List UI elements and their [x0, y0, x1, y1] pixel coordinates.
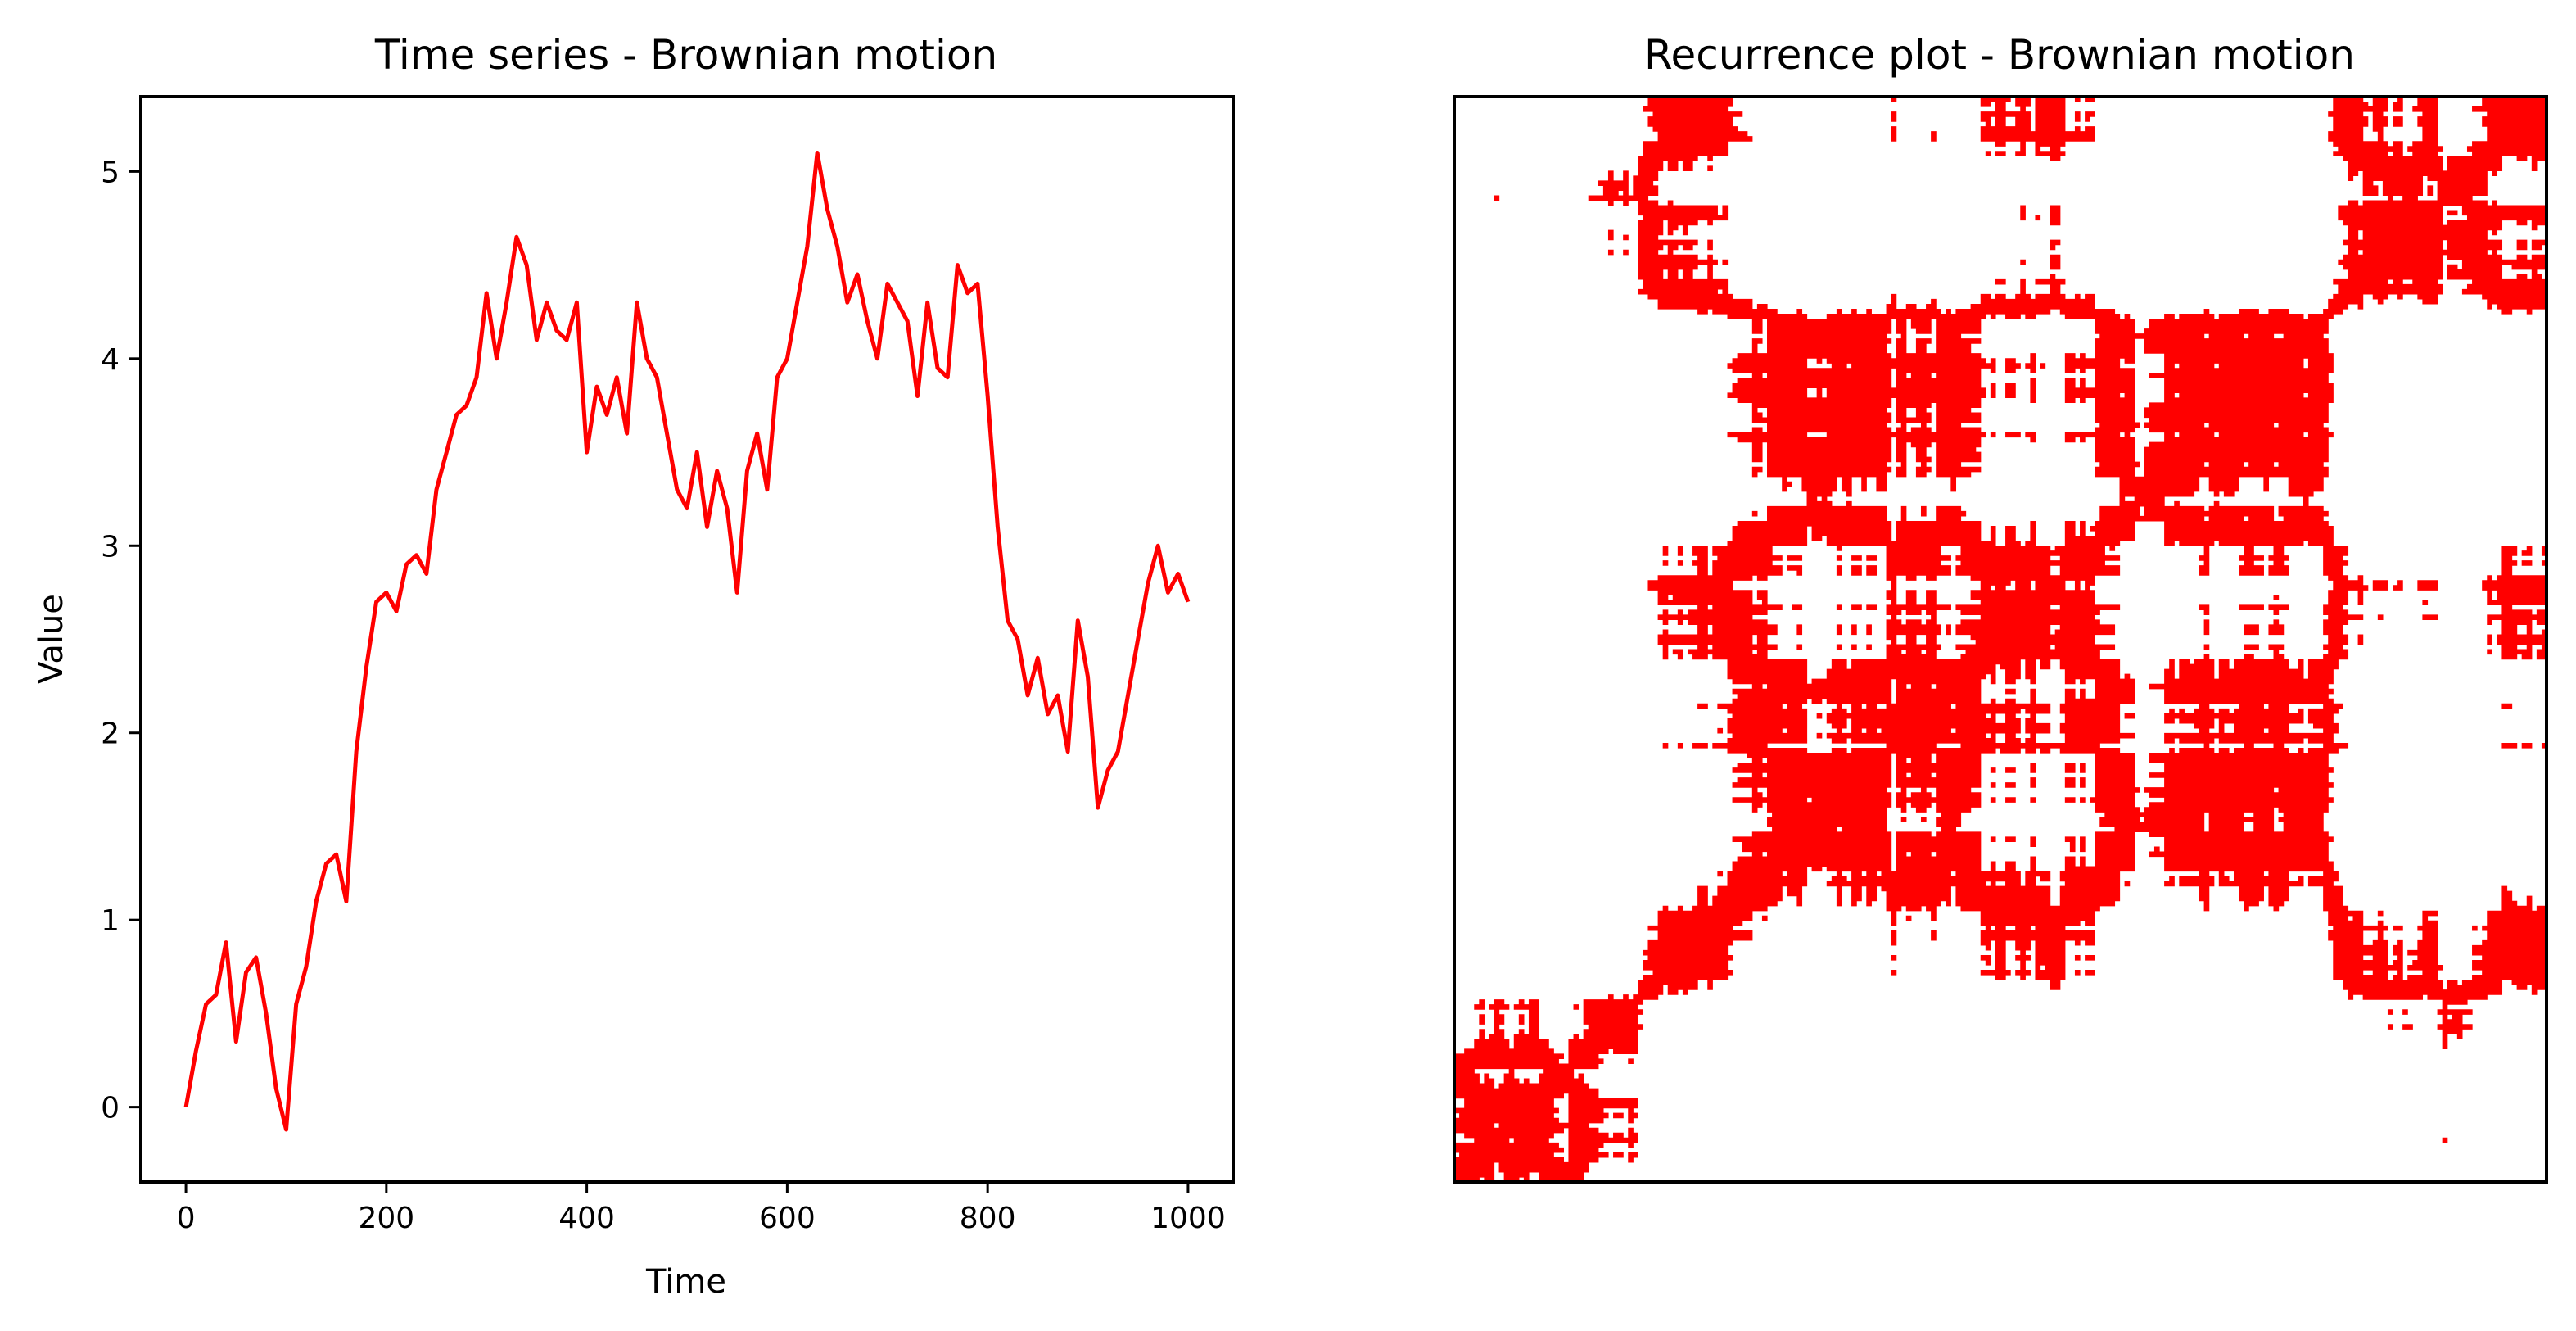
x-tick-label-4: 800 [960, 1202, 1016, 1235]
x-tick-label-2: 400 [558, 1202, 615, 1235]
y-tick-label-1: 1 [101, 904, 120, 938]
x-tick-label-3: 600 [759, 1202, 816, 1235]
time-series-x-axis: 0 200 400 600 800 1000 [177, 1182, 1226, 1235]
time-series-panel: Time series - Brownian motion 0 200 400 600… [33, 31, 1235, 1301]
x-tick-label-0: 0 [177, 1202, 196, 1235]
y-tick-label-4: 4 [101, 343, 120, 377]
time-series-x-axis-label: Time [645, 1263, 726, 1301]
time-series-y-axis-label: Value [33, 594, 70, 684]
y-tick-label-2: 2 [101, 718, 120, 751]
y-tick-label-5: 5 [101, 156, 120, 189]
recurrence-matrix [1454, 97, 2547, 1183]
recurrence-plot-frame [1453, 95, 2548, 1184]
y-tick-label-3: 3 [101, 530, 120, 564]
time-series-plot-area [183, 151, 1191, 1132]
time-series-title: Time series - Brownian motion [374, 31, 997, 79]
recurrence-plot-panel: Recurrence plot - Brownian motion [1453, 31, 2548, 1184]
time-series-y-axis: 0 1 2 3 4 5 [101, 156, 141, 1125]
recurrence-cells [1454, 97, 2547, 1183]
time-series-frame [139, 95, 1235, 1184]
x-tick-label-1: 200 [358, 1202, 414, 1235]
recurrence-plot-title: Recurrence plot - Brownian motion [1644, 31, 2355, 79]
series-line-0 [183, 151, 1191, 1132]
y-tick-label-0: 0 [101, 1092, 120, 1125]
x-tick-label-5: 1000 [1150, 1202, 1226, 1235]
